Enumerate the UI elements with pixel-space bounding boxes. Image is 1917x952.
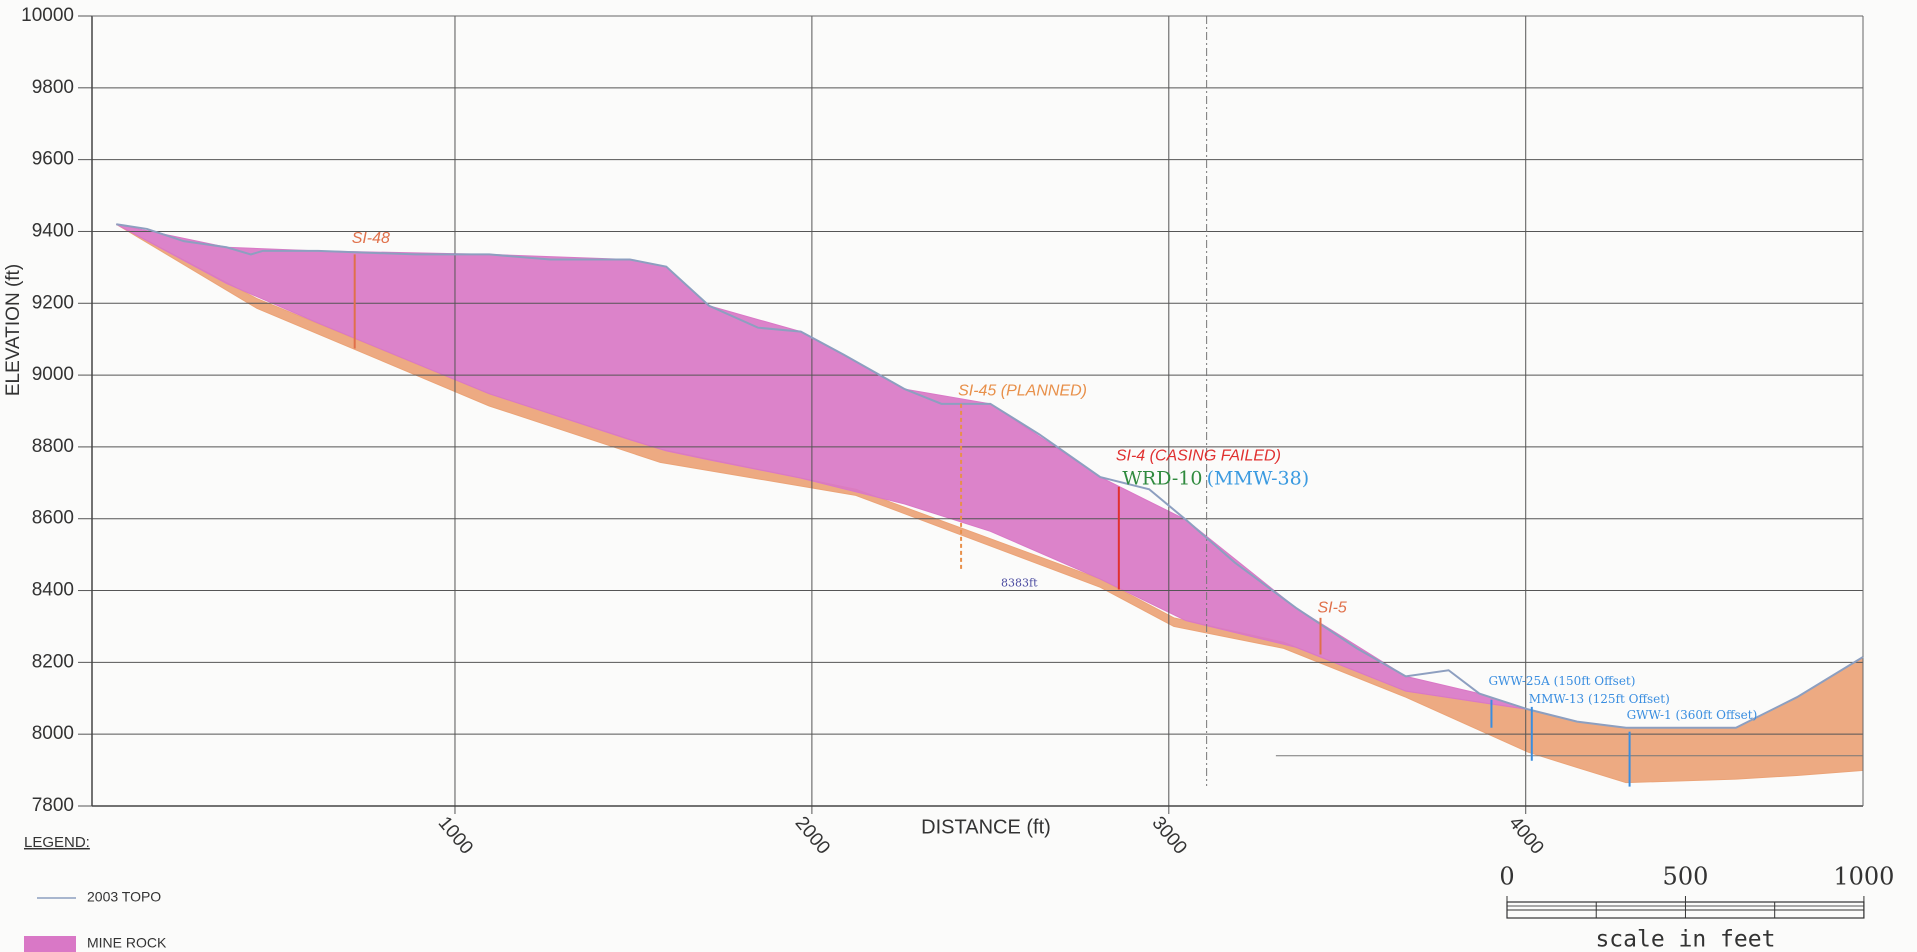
annotation: WRD-10 — [1122, 468, 1202, 490]
y-tick-label: 9200 — [32, 292, 74, 313]
chart: ELEVATION (ft) DISTANCE (ft) LEGEND: 780… — [0, 0, 1917, 952]
scale-label: scale in feet — [1595, 927, 1775, 952]
x-tick-label: 2000 — [791, 813, 834, 859]
legend-title: LEGEND: — [24, 834, 90, 851]
y-tick-label: 8000 — [32, 723, 74, 744]
y-tick-label: 8600 — [32, 508, 74, 529]
x-tick-label: 4000 — [1504, 813, 1547, 859]
y-tick-label: 7800 — [32, 795, 74, 816]
borehole-label: SI-45 (PLANNED) — [958, 382, 1087, 399]
x-tick-label: 1000 — [434, 813, 477, 859]
page: ELEVATION (ft) DISTANCE (ft) LEGEND: 780… — [0, 0, 1917, 952]
borehole-label: SI-5 — [1317, 599, 1346, 616]
x-tick-label: 3000 — [1148, 813, 1191, 859]
borehole-label: SI-48 — [352, 230, 390, 247]
annotation: (MMW-38) — [1207, 468, 1309, 490]
legend-label: MINE ROCK — [87, 935, 167, 951]
y-tick-label: 9600 — [32, 149, 74, 170]
layer-area — [116, 224, 1528, 709]
y-tick-label: 8200 — [32, 651, 74, 672]
y-tick-label: 9800 — [32, 77, 74, 98]
annotation: 8383ft — [1001, 576, 1038, 589]
scale-tick-label: 1000 — [1833, 863, 1894, 891]
y-tick-label: 9000 — [32, 364, 74, 385]
borehole-label: SI-4 (CASING FAILED) — [1116, 447, 1281, 464]
y-tick-label: 8400 — [32, 580, 74, 601]
y-tick-label: 9400 — [32, 220, 74, 241]
borehole-label: GWW-1 (360ft Offset) — [1627, 708, 1758, 722]
x-axis-label: DISTANCE (ft) — [921, 816, 1051, 838]
borehole-label: MMW-13 (125ft Offset) — [1529, 692, 1670, 706]
borehole-label: GWW-25A (150ft Offset) — [1488, 674, 1635, 688]
scale-tick-label: 0 — [1499, 863, 1514, 891]
y-axis-label: ELEVATION (ft) — [3, 264, 24, 396]
y-tick-label: 10000 — [21, 5, 74, 26]
legend-label: 2003 TOPO — [87, 889, 161, 905]
legend-swatch — [24, 936, 76, 952]
y-tick-label: 8800 — [32, 436, 74, 457]
scale-tick-label: 500 — [1663, 863, 1709, 891]
